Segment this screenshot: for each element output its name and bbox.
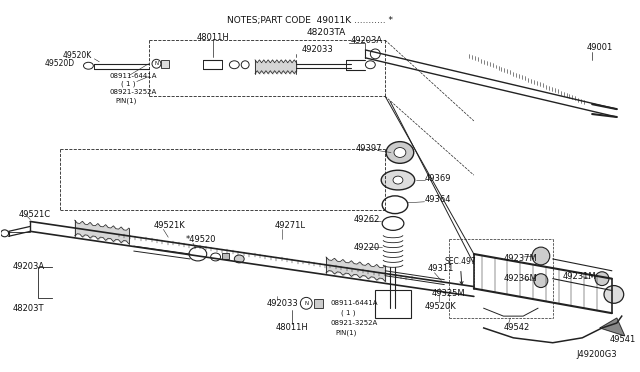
Text: 49541: 49541 — [610, 335, 636, 344]
Ellipse shape — [381, 170, 415, 190]
Text: 49520K: 49520K — [63, 51, 92, 60]
Text: PIN(1): PIN(1) — [336, 330, 357, 336]
Text: 48203T: 48203T — [13, 304, 44, 313]
Text: 492033: 492033 — [301, 45, 333, 54]
Text: 49203A: 49203A — [13, 262, 45, 271]
FancyBboxPatch shape — [223, 253, 229, 259]
Text: 49520K: 49520K — [424, 302, 456, 311]
Text: 49271L: 49271L — [275, 221, 306, 230]
Text: 48011H: 48011H — [275, 323, 308, 333]
Text: 08921-3252A: 08921-3252A — [109, 89, 156, 95]
Ellipse shape — [394, 148, 406, 157]
Text: 49311: 49311 — [428, 264, 454, 273]
Text: *49520: *49520 — [186, 235, 216, 244]
Text: 49520D: 49520D — [45, 59, 75, 68]
Text: 49001: 49001 — [586, 44, 612, 52]
FancyBboxPatch shape — [314, 299, 323, 308]
Text: 49203A: 49203A — [351, 36, 383, 45]
Text: ( 1 ): ( 1 ) — [121, 80, 136, 87]
Text: PIN(1): PIN(1) — [115, 98, 136, 105]
Ellipse shape — [234, 255, 244, 263]
Text: 49237M: 49237M — [504, 254, 537, 263]
Text: 49220: 49220 — [354, 243, 380, 251]
Text: 49542: 49542 — [504, 323, 530, 333]
Text: 49521C: 49521C — [19, 210, 51, 219]
Ellipse shape — [532, 247, 550, 265]
Text: ( 1 ): ( 1 ) — [340, 310, 355, 317]
Text: J49200G3: J49200G3 — [576, 350, 617, 359]
FancyBboxPatch shape — [161, 60, 169, 68]
Text: 08911-6441A: 08911-6441A — [109, 73, 157, 78]
Ellipse shape — [604, 286, 624, 303]
Ellipse shape — [534, 274, 548, 288]
Text: 492033: 492033 — [267, 299, 299, 308]
Text: 49369: 49369 — [424, 174, 451, 183]
Text: 49325M: 49325M — [431, 289, 465, 298]
Text: 49262: 49262 — [354, 215, 380, 224]
Ellipse shape — [595, 272, 609, 286]
Text: 49236M: 49236M — [504, 274, 537, 283]
Text: 49397: 49397 — [356, 144, 382, 153]
Text: 49231M: 49231M — [563, 272, 596, 281]
Ellipse shape — [393, 176, 403, 184]
Text: 49521K: 49521K — [154, 221, 185, 230]
Text: 48203TA: 48203TA — [307, 28, 346, 37]
Text: 49364: 49364 — [424, 195, 451, 204]
Text: N: N — [304, 301, 308, 306]
Text: 48011H: 48011H — [196, 33, 229, 42]
Text: NOTES;PART CODE  49011K ........... *: NOTES;PART CODE 49011K ........... * — [227, 16, 394, 25]
Polygon shape — [600, 318, 625, 336]
Text: SEC.497: SEC.497 — [444, 257, 476, 285]
Text: N: N — [154, 61, 159, 66]
Text: 08911-6441A: 08911-6441A — [331, 300, 378, 306]
Text: 08921-3252A: 08921-3252A — [331, 320, 378, 326]
Ellipse shape — [386, 142, 413, 163]
